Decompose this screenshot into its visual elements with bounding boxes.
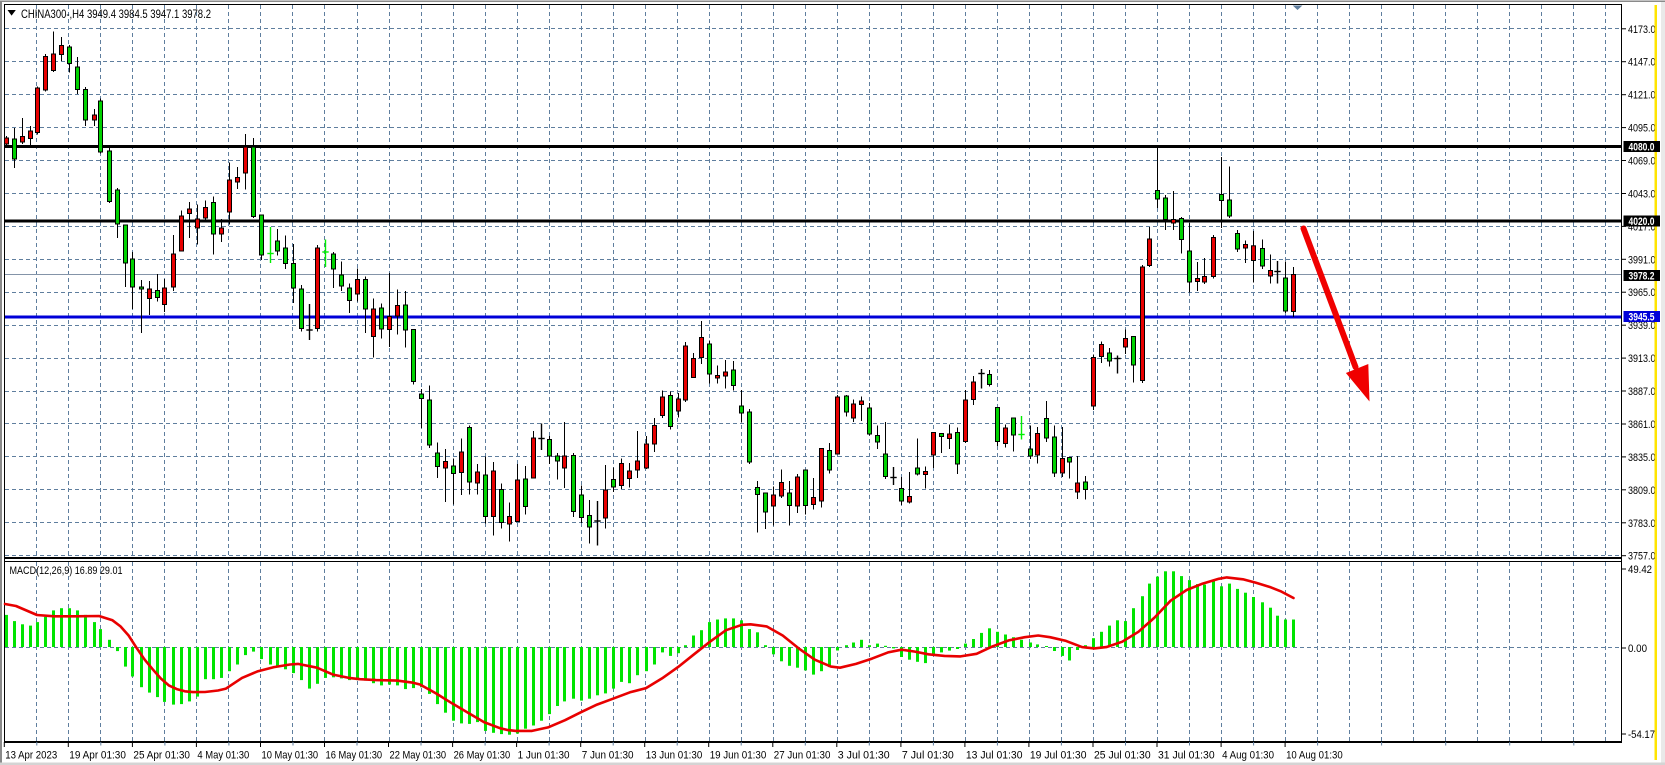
svg-text:13 Apr 2023: 13 Apr 2023	[5, 750, 57, 762]
svg-text:-54.17: -54.17	[1628, 729, 1655, 741]
svg-text:MACD(12,26,9) 16.89 29.01: MACD(12,26,9) 16.89 29.01	[10, 565, 123, 577]
svg-text:4095.0: 4095.0	[1628, 123, 1656, 135]
svg-text:3939.0: 3939.0	[1628, 320, 1656, 332]
svg-text:27 Jun 01:30: 27 Jun 01:30	[774, 750, 831, 762]
svg-text:19 Apr 01:30: 19 Apr 01:30	[69, 750, 126, 762]
svg-text:16 May 01:30: 16 May 01:30	[326, 750, 383, 762]
svg-text:4 Aug 01:30: 4 Aug 01:30	[1222, 750, 1274, 762]
svg-text:25 Apr 01:30: 25 Apr 01:30	[133, 750, 190, 762]
svg-text:13 Jun 01:30: 13 Jun 01:30	[646, 750, 703, 762]
svg-text:3913.0: 3913.0	[1628, 353, 1656, 365]
svg-text:3835.0: 3835.0	[1628, 452, 1656, 464]
svg-text:26 May 01:30: 26 May 01:30	[454, 750, 511, 762]
svg-text:19 Jun 01:30: 19 Jun 01:30	[710, 750, 767, 762]
svg-text:49.42: 49.42	[1628, 564, 1652, 576]
svg-text:3757.0: 3757.0	[1628, 551, 1656, 563]
svg-text:1 Jun 01:30: 1 Jun 01:30	[518, 750, 570, 762]
svg-text:3 Jul 01:30: 3 Jul 01:30	[838, 750, 890, 762]
svg-text:4069.0: 4069.0	[1628, 156, 1656, 168]
svg-text:7 Jul 01:30: 7 Jul 01:30	[902, 750, 954, 762]
svg-text:10 Aug 01:30: 10 Aug 01:30	[1286, 750, 1343, 762]
svg-text:4043.0: 4043.0	[1628, 189, 1656, 201]
svg-text:3991.0: 3991.0	[1628, 254, 1656, 266]
svg-text:0.00: 0.00	[1628, 643, 1647, 655]
svg-text:7 Jun 01:30: 7 Jun 01:30	[582, 750, 634, 762]
svg-text:4080.0: 4080.0	[1629, 142, 1655, 154]
svg-text:CHINA300-,H4 3949.4 3984.5 39: CHINA300-,H4 3949.4 3984.5 3947.1 3978.2	[21, 7, 211, 21]
svg-text:3809.0: 3809.0	[1628, 485, 1656, 497]
svg-text:4173.0: 4173.0	[1628, 24, 1656, 36]
svg-text:22 May 01:30: 22 May 01:30	[390, 750, 447, 762]
svg-text:31 Jul 01:30: 31 Jul 01:30	[1158, 750, 1215, 762]
svg-text:3861.0: 3861.0	[1628, 419, 1656, 431]
svg-text:4121.0: 4121.0	[1628, 90, 1656, 102]
svg-text:3945.5: 3945.5	[1629, 312, 1655, 324]
svg-text:4 May 01:30: 4 May 01:30	[197, 750, 249, 762]
svg-text:4020.0: 4020.0	[1629, 216, 1655, 228]
svg-text:25 Jul 01:30: 25 Jul 01:30	[1094, 750, 1151, 762]
svg-text:3783.0: 3783.0	[1628, 518, 1656, 530]
svg-text:19 Jul 01:30: 19 Jul 01:30	[1030, 750, 1087, 762]
svg-text:3978.2: 3978.2	[1629, 271, 1655, 283]
svg-text:3887.0: 3887.0	[1628, 386, 1656, 398]
svg-text:3965.0: 3965.0	[1628, 287, 1656, 299]
svg-text:13 Jul 01:30: 13 Jul 01:30	[966, 750, 1023, 762]
svg-text:4147.0: 4147.0	[1628, 57, 1656, 69]
svg-text:10 May 01:30: 10 May 01:30	[262, 750, 319, 762]
